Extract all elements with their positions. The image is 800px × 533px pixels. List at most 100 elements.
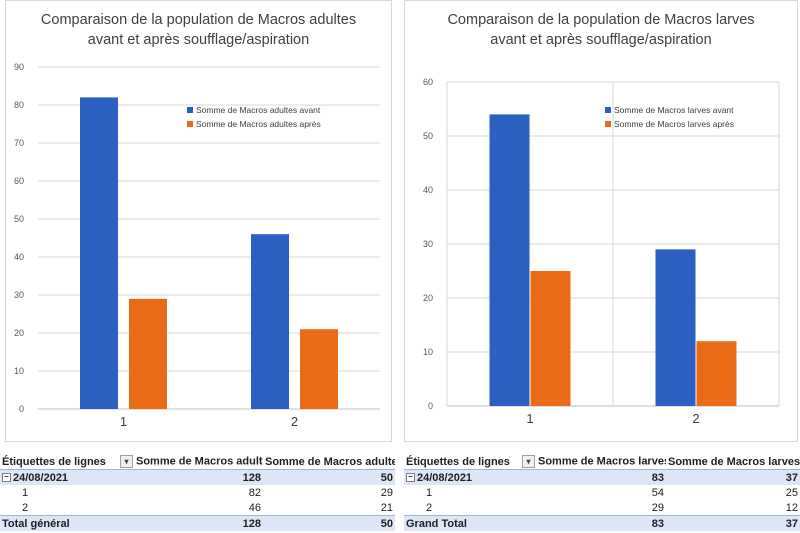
pivot-cell: 25 (785, 486, 798, 499)
filter-icon[interactable]: ▾ (522, 455, 535, 468)
legend-item-apres: Somme de Macros adultes après (187, 117, 321, 131)
pivot-table-adultes: Étiquettes de lignes ▾ Somme de Macros ad… (0, 454, 395, 531)
table-row: 2 29 12 (404, 500, 800, 516)
chart-title: Comparaison de la population de Macros l… (405, 10, 797, 50)
pivot-total-label: Grand Total (404, 515, 520, 531)
pivot-header-row: Étiquettes de lignes ▾ Somme de Macros ad… (0, 454, 395, 470)
table-row: 1 54 25 (404, 485, 800, 500)
chart-legend: Somme de Macros adultes avant Somme de M… (187, 103, 321, 131)
bar (251, 234, 289, 409)
x-tick-label: 1 (526, 411, 533, 426)
chart-adultes[interactable]: Comparaison de la population de Macros a… (5, 0, 392, 442)
bar (489, 114, 530, 407)
pivot-row-label: 1 (22, 486, 29, 499)
pivot-header-rows-label: Étiquettes de lignes (404, 454, 520, 470)
pivot-header-row: Étiquettes de lignes ▾ Somme de Macros la… (404, 454, 800, 470)
x-tick-label: 2 (291, 414, 298, 429)
pivot-header-rows-label: Étiquettes de lignes (0, 454, 118, 470)
pivot-group-row: −24/08/2021 128 50 (0, 469, 395, 485)
pivot-cell: 83 (520, 469, 666, 485)
pivot-cell: 83 (520, 515, 666, 531)
chart-title: Comparaison de la population de Macros a… (6, 10, 391, 50)
pivot-cell: 21 (380, 501, 393, 514)
pivot-header-col-1-label: Somme de Macros adultes (136, 455, 263, 468)
pivot-header-col-1[interactable]: ▾ Somme de Macros larves a (520, 454, 666, 470)
y-tick-label: 80 (14, 100, 24, 110)
pivot-header-col-2: Somme de Macros adultes (263, 454, 395, 470)
pivot-cell: 29 (651, 501, 664, 514)
y-tick-label: 40 (14, 252, 24, 262)
bar (530, 271, 571, 406)
x-tick-label: 1 (120, 414, 127, 429)
pivot-cell: 37 (666, 515, 800, 531)
pivot-group-label[interactable]: −24/08/2021 (0, 469, 118, 485)
pivot-total-label: Total général (0, 515, 118, 531)
legend-swatch (187, 107, 193, 113)
bar (655, 249, 696, 406)
chart-title-line-2: avant et après soufflage/aspiration (490, 32, 712, 48)
collapse-minus-icon[interactable]: − (2, 473, 11, 483)
pivot-cell: 50 (263, 515, 395, 531)
y-tick-label: 10 (14, 366, 24, 376)
chart-title-line-2: avant et après soufflage/aspiration (87, 32, 310, 48)
y-tick-label: 90 (14, 62, 24, 72)
legend-label: Somme de Macros adultes avant (196, 105, 321, 115)
y-tick-label: 0 (428, 401, 433, 411)
pivot-row-label: 2 (22, 501, 29, 514)
y-tick-label: 50 (14, 214, 24, 224)
pivot-cell: 46 (248, 501, 261, 514)
chart-larves[interactable]: Comparaison de la population de Macros l… (404, 0, 798, 442)
y-tick-label: 10 (423, 347, 433, 357)
legend-label: Somme de Macros adultes après (196, 119, 321, 129)
bar (300, 329, 338, 409)
pivot-group-text: 24/08/2021 (13, 471, 69, 484)
pivot-cell: 50 (263, 469, 395, 485)
pivot-cell: 128 (118, 515, 263, 531)
collapse-minus-icon[interactable]: − (406, 473, 415, 483)
bar (696, 341, 737, 406)
pivot-group-row: −24/08/2021 83 37 (404, 469, 800, 485)
pivot-total-row: Grand Total 83 37 (404, 515, 800, 531)
legend-label: Somme de Macros larves après (614, 119, 734, 129)
pivot-table-larves: Étiquettes de lignes ▾ Somme de Macros la… (404, 454, 800, 531)
y-tick-label: 50 (423, 131, 433, 141)
pivot-group-text: 24/08/2021 (417, 471, 473, 484)
pivot-header-col-1-label: Somme de Macros larves a (538, 455, 666, 468)
pivot-group-label[interactable]: −24/08/2021 (404, 469, 520, 485)
y-tick-label: 30 (423, 239, 433, 249)
filter-icon[interactable]: ▾ (120, 455, 133, 468)
chart-plot: 0 10 20 30 40 50 60 1 2 (423, 77, 780, 426)
pivot-cell: 12 (785, 501, 798, 514)
legend-swatch (605, 121, 611, 127)
legend-swatch (187, 121, 193, 127)
pivot-header-col-1[interactable]: ▾ Somme de Macros adultes (118, 454, 263, 470)
pivot-total-row: Total général 128 50 (0, 515, 395, 531)
y-tick-label: 30 (14, 290, 24, 300)
x-tick-label: 2 (692, 411, 699, 426)
legend-item-avant: Somme de Macros adultes avant (187, 103, 321, 117)
pivot-cell: 82 (248, 486, 261, 499)
table-row: 2 46 21 (0, 500, 395, 516)
pivot-cell: 29 (380, 486, 393, 499)
pivot-row-label: 2 (426, 501, 433, 514)
legend-item-avant: Somme de Macros larves avant (605, 103, 734, 117)
pivot-cell: 128 (118, 469, 263, 485)
y-tick-label: 20 (423, 293, 433, 303)
pivot-cell: 54 (651, 486, 664, 499)
chart-plot: 0 10 20 30 40 50 60 70 80 90 1 2 (14, 62, 380, 429)
legend-swatch (605, 107, 611, 113)
pivot-row-label: 1 (426, 486, 433, 499)
pivot-cell: 37 (666, 469, 800, 485)
chart-legend: Somme de Macros larves avant Somme de Ma… (605, 103, 734, 131)
y-tick-label: 40 (423, 185, 433, 195)
bar (80, 97, 118, 410)
table-row: 1 82 29 (0, 485, 395, 500)
bar (129, 298, 167, 409)
chart-title-line-1: Comparaison de la population de Macros a… (40, 12, 357, 28)
y-tick-label: 0 (19, 404, 24, 414)
y-tick-label: 60 (423, 77, 433, 87)
y-tick-label: 60 (14, 176, 24, 186)
chart-title-line-1: Comparaison de la population de Macros l… (447, 12, 755, 28)
legend-label: Somme de Macros larves avant (614, 105, 734, 115)
y-tick-label: 70 (14, 138, 24, 148)
